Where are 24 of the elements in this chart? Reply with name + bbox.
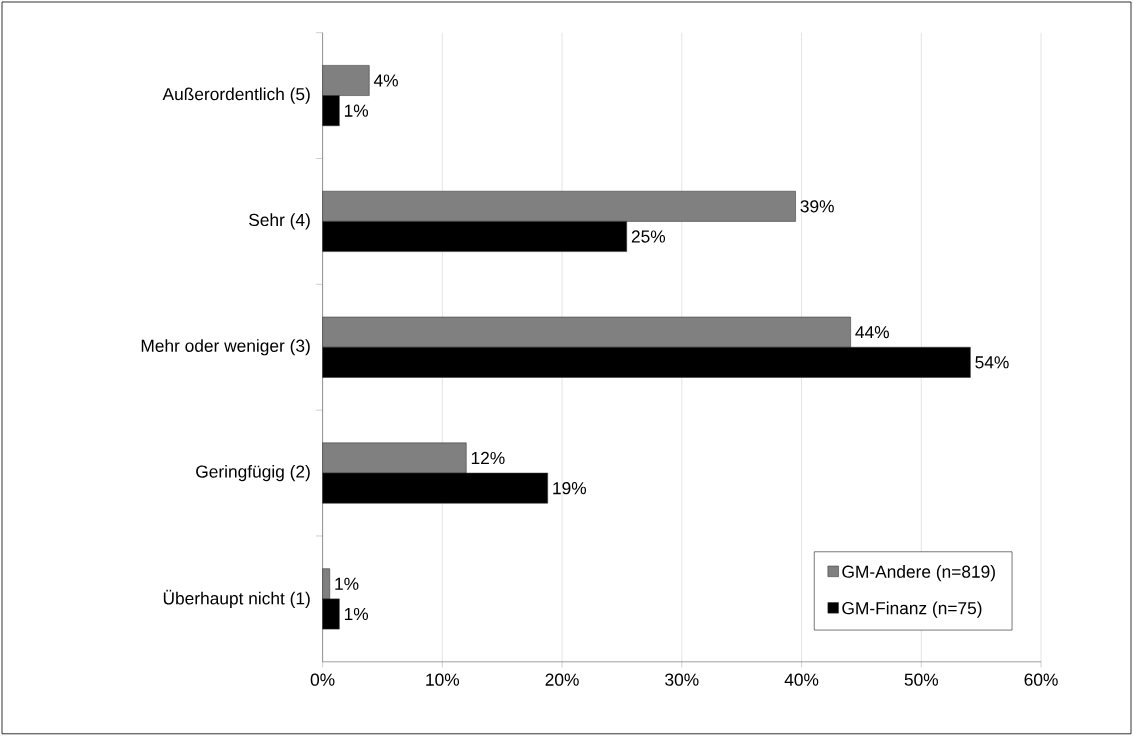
- data-label: 19%: [553, 482, 587, 495]
- x-tick-label: 0%: [310, 673, 335, 686]
- y-tick-label: Sehr (4): [249, 213, 310, 230]
- y-tick-label: Mehr oder weniger (3): [141, 339, 310, 356]
- y-tick-label: Außerordentlich (5): [162, 87, 310, 104]
- x-tick-label: 60%: [1024, 673, 1058, 686]
- data-label: 1%: [344, 608, 369, 621]
- data-label: 12%: [471, 451, 505, 465]
- x-tick-label: 10%: [426, 673, 460, 686]
- data-label: 1%: [344, 104, 369, 117]
- data-label: 25%: [631, 230, 666, 243]
- legend-label: GM-Finanz (n=75): [842, 601, 982, 618]
- data-label: 1%: [335, 577, 359, 590]
- data-label: 4%: [373, 74, 398, 87]
- x-tick-label: 30%: [665, 673, 699, 686]
- x-tick-label: 50%: [904, 673, 939, 686]
- data-label: 39%: [800, 200, 834, 213]
- x-tick-label: 40%: [784, 673, 819, 686]
- y-tick-label: Überhaupt nicht (1): [163, 589, 310, 609]
- data-label: 54%: [975, 356, 1009, 369]
- x-tick-label: 20%: [545, 673, 579, 686]
- data-label: 44%: [855, 326, 889, 339]
- y-tick-label: Geringfügig (2): [196, 465, 310, 482]
- legend-label: GM-Andere (n=819): [842, 565, 995, 582]
